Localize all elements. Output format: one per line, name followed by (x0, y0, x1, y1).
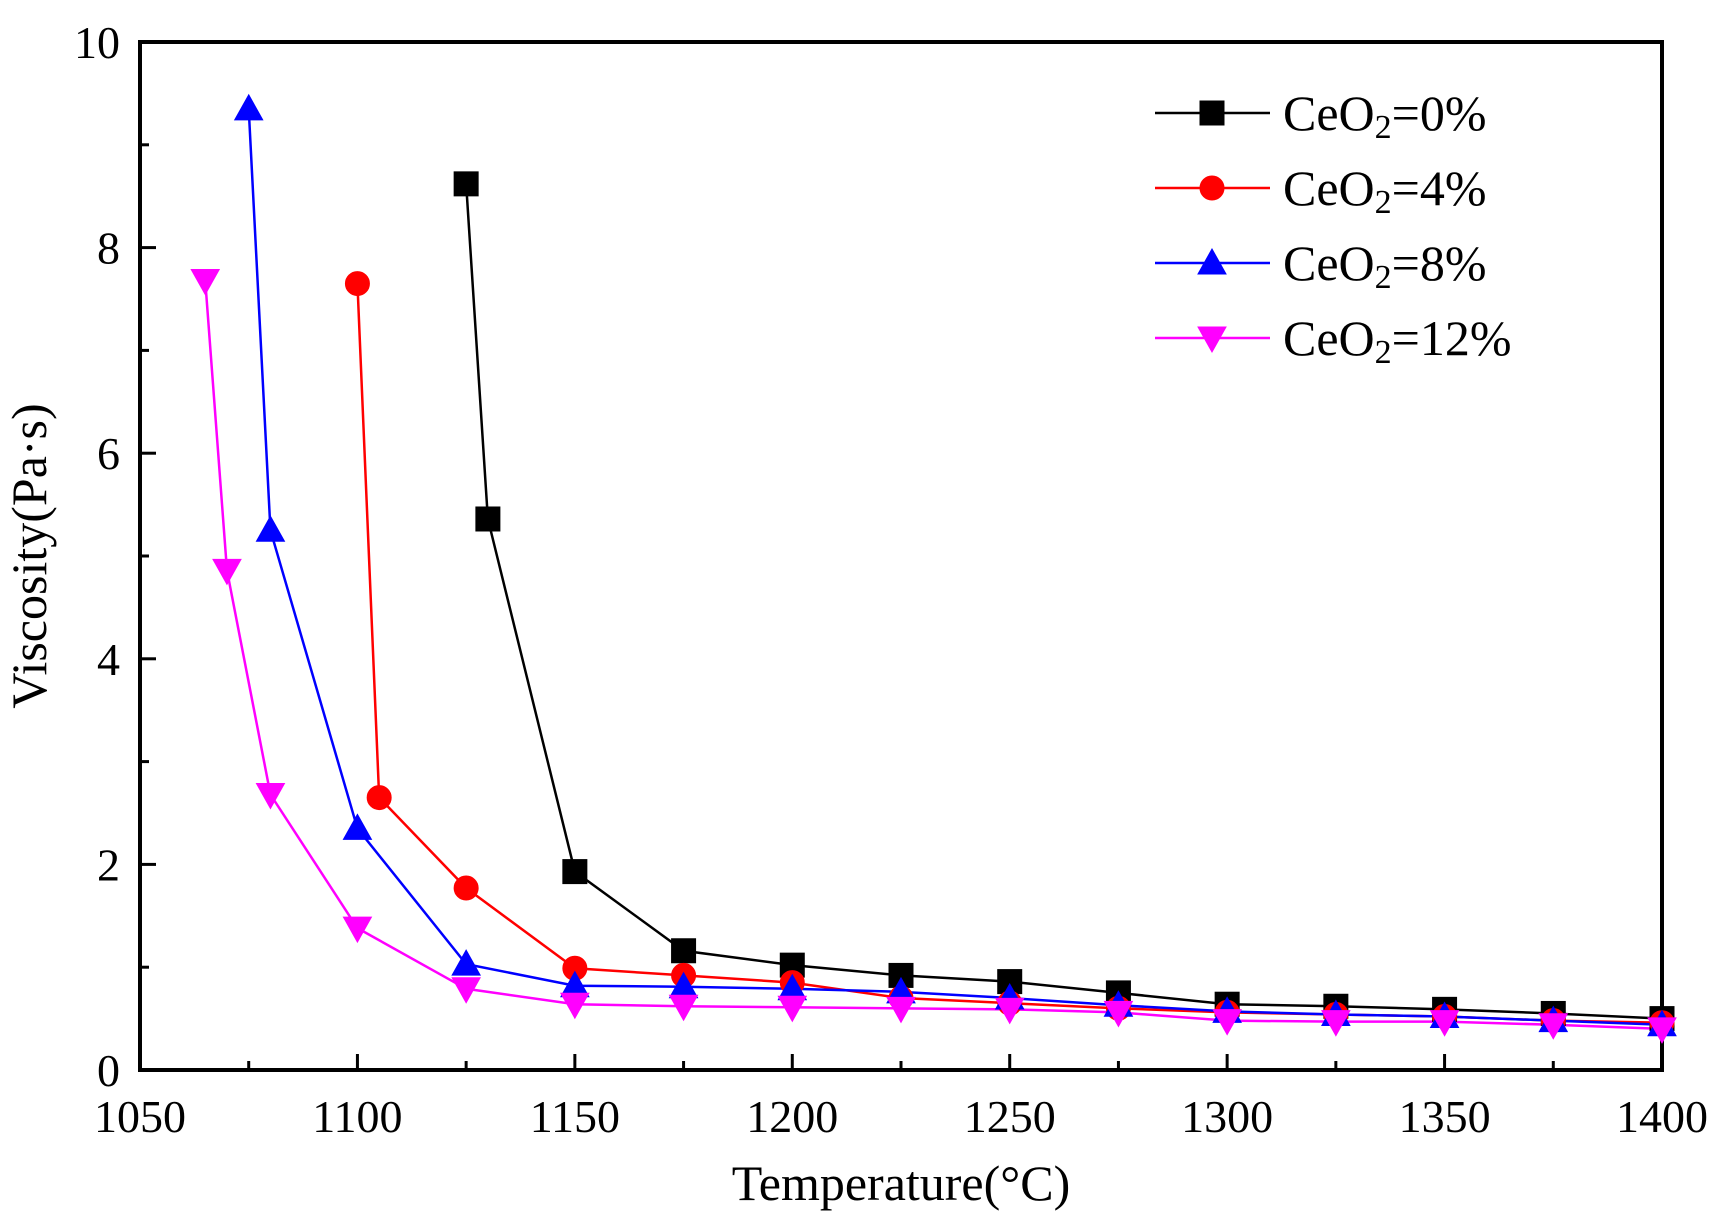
data-point (777, 995, 808, 1023)
legend-label: CeO2=12% (1283, 310, 1512, 371)
y-tick-label: 2 (97, 839, 120, 890)
x-tick-label: 1250 (964, 1091, 1056, 1142)
data-point (453, 875, 479, 901)
series-line-3 (203, 280, 1663, 1031)
legend: CeO2=0% CeO2=4% CeO2=8% CeO2=12% (1155, 85, 1512, 371)
x-tick-label: 1350 (1399, 1091, 1491, 1142)
y-tick-labels: 0 2 4 6 8 10 (74, 17, 120, 1096)
data-point (560, 992, 590, 1020)
axis-ticks (138, 40, 1664, 1072)
data-point (1212, 1009, 1242, 1036)
data-point (190, 268, 221, 296)
x-tick-label: 1400 (1616, 1091, 1708, 1142)
data-point (342, 916, 373, 944)
legend-item: CeO2=0% (1155, 85, 1487, 146)
x-axis-label: Temperature(°C) (732, 1155, 1071, 1211)
data-point (233, 93, 264, 121)
legend-item: CeO2=8% (1155, 235, 1487, 296)
data-point (1429, 1010, 1460, 1037)
data-point (1321, 1010, 1351, 1037)
x-tick-label: 1100 (312, 1091, 402, 1142)
data-point (1538, 1013, 1569, 1040)
data-point (475, 506, 501, 532)
series-points-1 (344, 271, 1675, 1036)
data-point (366, 785, 392, 811)
legend-item: CeO2=4% (1155, 160, 1487, 221)
y-tick-label: 0 (97, 1045, 120, 1096)
series-points-0 (453, 171, 1675, 1032)
data-point (451, 977, 481, 1004)
data-point (1647, 1017, 1677, 1044)
x-tick-label: 1050 (94, 1091, 186, 1142)
series-markers (190, 93, 1677, 1044)
x-tick-labels: 1050 1100 1150 1200 1250 1300 1350 1400 (94, 1091, 1708, 1142)
legend-marker (1197, 247, 1227, 275)
data-point (994, 997, 1025, 1025)
legend-label: CeO2=8% (1283, 235, 1487, 296)
legend-item: CeO2=12% (1155, 310, 1512, 371)
data-point (671, 938, 697, 964)
series-line-1 (356, 283, 1663, 1024)
y-tick-label: 10 (74, 17, 120, 68)
series-points-3 (190, 268, 1677, 1044)
data-point (342, 813, 373, 840)
data-point (453, 171, 479, 197)
legend-marker (1197, 326, 1227, 354)
x-tick-label: 1300 (1181, 1091, 1273, 1142)
data-point (255, 515, 286, 542)
y-tick-label: 8 (97, 223, 120, 274)
legend-label: CeO2=0% (1283, 85, 1487, 146)
data-point (886, 996, 916, 1024)
data-point (451, 949, 481, 976)
legend-marker (1199, 100, 1225, 126)
y-axis-label: Viscosity(Pa·s) (1, 403, 57, 708)
x-tick-label: 1200 (746, 1091, 838, 1142)
data-point (255, 782, 286, 810)
y-tick-label: 4 (97, 634, 120, 685)
legend-marker (1199, 175, 1225, 201)
x-tick-label: 1150 (530, 1091, 620, 1142)
data-point (668, 994, 699, 1022)
data-point (344, 271, 370, 297)
data-point (562, 859, 588, 885)
data-point (212, 558, 242, 586)
data-point (1103, 1000, 1134, 1028)
legend-label: CeO2=4% (1283, 160, 1487, 221)
y-tick-label: 6 (97, 428, 120, 479)
